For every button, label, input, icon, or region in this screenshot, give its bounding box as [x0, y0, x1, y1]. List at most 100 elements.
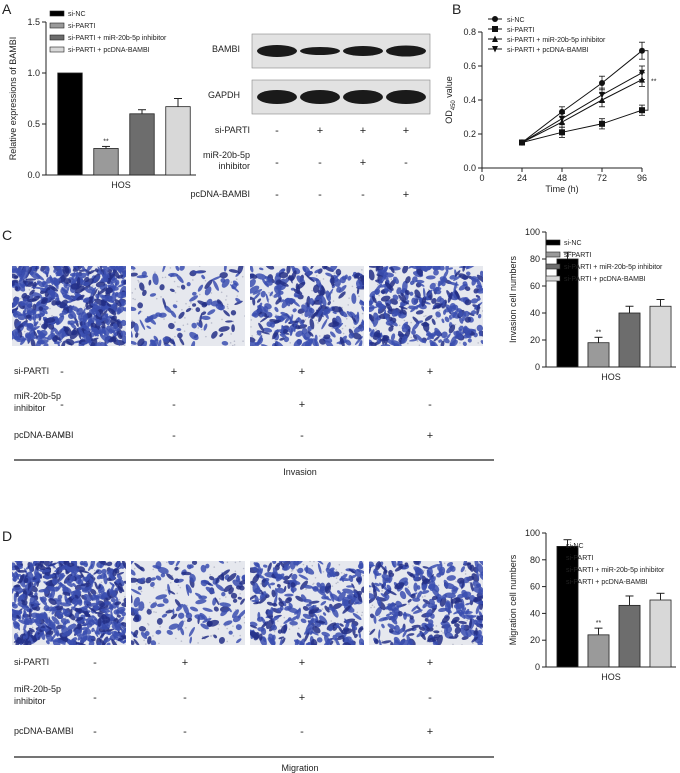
migration-micrograph-2-cell: [316, 582, 322, 588]
migration-micrograph-1-cell: [175, 603, 184, 612]
invasion-micrograph-3-cell: [448, 267, 454, 270]
invasion-micrograph-0-cell: [16, 282, 26, 292]
migration-micrograph-0-cell: [84, 628, 92, 635]
invasion-micrograph-2-cell: [259, 315, 270, 323]
migration-micrograph-2-cell: [328, 625, 334, 632]
invasion-micrograph-1-pore: [176, 300, 178, 303]
invasion-micrograph-2-pore: [348, 297, 350, 299]
invasion-micrograph-0-cell: [82, 297, 90, 303]
invasion-micrograph-2-pore: [361, 312, 364, 315]
migration-micrograph-2-cell: [294, 638, 299, 645]
invasion-micrograph-1-cell: [157, 339, 162, 346]
invasion-micrograph-3-cell: [390, 266, 395, 274]
invasion-micrograph-3-pore: [403, 319, 406, 322]
migration-micrograph-2-cell: [271, 602, 278, 607]
invasion-micrograph-3-cell: [401, 309, 407, 315]
invasion-micrograph-3-cell: [401, 327, 408, 333]
invasion-micrograph-0-cell: [117, 274, 124, 279]
chart-b-point-3-1: [559, 115, 565, 123]
invasion-micrograph-0-cell: [61, 309, 68, 315]
invasion-micrograph-1-pore: [164, 276, 167, 279]
migration-micrograph-1-cell: [213, 634, 217, 639]
invasion-micrograph-3-pore: [423, 315, 425, 318]
migration-micrograph-2-cell: [297, 567, 304, 574]
migration-micrograph-3-pore: [464, 570, 467, 572]
blot-sign-1-2: +: [360, 157, 366, 169]
migration-micrograph-1-pore: [224, 596, 227, 598]
chart-c-legend-label-0: si-NC: [564, 240, 582, 247]
migration-micrograph-2-cell: [353, 590, 359, 598]
invasion-micrograph-1-cell: [235, 297, 241, 303]
invasion-micrograph-2-cell: [250, 273, 258, 279]
migration-micrograph-0-cell: [55, 611, 61, 617]
migration-micrograph-2-cell: [267, 609, 273, 615]
migration-micrograph-3-cell: [391, 561, 397, 568]
invasion-micrograph-2-cell: [335, 268, 342, 276]
migration-micrograph-3-cell: [394, 582, 405, 590]
chart-d-x-axis-label: HOS: [601, 672, 621, 682]
migration-micrograph-2-cell: [276, 583, 281, 588]
invasion-micrograph-0-cell: [115, 266, 121, 269]
blot-sign-2-2: -: [361, 189, 365, 201]
migration-micrograph-0-cell: [31, 612, 39, 619]
invasion-micrograph-2-cell: [256, 298, 262, 303]
migration-micrograph-2-pore: [331, 585, 334, 587]
invasion-micrograph-0-cell: [114, 299, 122, 308]
invasion-micrograph-2-cell: [281, 297, 290, 309]
migration-micrograph-0-cell: [76, 629, 82, 637]
migration-micrograph-3-cell: [444, 592, 456, 599]
migration-micrograph-0-cell: [110, 621, 118, 626]
migration-micrograph-3-cell: [387, 589, 397, 596]
invasion-micrograph-0-cell: [110, 266, 116, 270]
invasion-micrograph-3-cell: [476, 303, 480, 316]
migration-micrograph-1-cell: [213, 606, 219, 612]
migration-micrograph-0-cell: [116, 614, 121, 618]
migration-micrograph-0-cell: [57, 594, 63, 600]
migration-micrograph-3-cell: [378, 629, 381, 640]
invasion-micrograph-1-cell: [219, 333, 224, 337]
invasion-micrograph-3-pore: [462, 334, 465, 336]
invasion-micrograph-2-cell: [260, 344, 269, 346]
blot-sign-1-3: -: [404, 157, 408, 169]
migration-micrograph-1-cell: [228, 607, 232, 613]
invasion-micrograph-2-cell: [338, 291, 346, 299]
migration-micrograph-3-cell: [455, 597, 462, 603]
migration-micrograph-2-cell: [321, 631, 330, 637]
invasion-micrograph-2-cell: [269, 321, 275, 328]
invasion-micrograph-3-cell: [480, 340, 483, 345]
migration-micrograph-1-cell: [160, 572, 166, 578]
invasion-micrograph-0-cell: [114, 327, 120, 332]
invasion-micrograph-3-cell: [431, 298, 437, 304]
invasion-micrograph-0-cell: [56, 315, 65, 326]
migration-micrograph-3-cell: [438, 607, 447, 613]
migration-micrograph-1-cell: [181, 571, 192, 576]
invasion-micrograph-0-cell: [62, 294, 72, 300]
migration-micrograph-2-cell: [295, 595, 304, 602]
invasion-micrograph-1-pore: [181, 308, 183, 311]
migration-micrograph-0-cell: [59, 572, 65, 578]
invasion-micrograph-0-cell: [123, 279, 126, 285]
migration-micrograph-1-cell: [131, 561, 135, 566]
invasion-micrograph-2-cell: [327, 300, 331, 306]
migration-micrograph-3-pore: [468, 581, 470, 584]
migration-micrograph-0-pore: [60, 623, 62, 625]
chart-c-legend-swatch-1: [545, 251, 561, 258]
invasion-micrograph-3-pore: [438, 309, 441, 312]
invasion-micrograph-3-cell: [467, 338, 472, 343]
migration-micrograph-2-cell: [315, 620, 326, 624]
migration-micrograph-1-cell: [228, 630, 233, 635]
invasion-micrograph-3-cell: [369, 327, 372, 332]
chart-b-y-tick-label: 0.8: [463, 27, 476, 37]
invasion-micrograph-3-cell: [458, 283, 468, 291]
migration-micrograph-3-pore: [435, 625, 438, 627]
migration-micrograph-1-cell: [177, 620, 184, 631]
migration-micrograph-3-cell: [416, 590, 423, 599]
invasion-micrograph-1-cell: [186, 282, 191, 287]
invasion-micrograph-2-cell: [259, 313, 265, 318]
migration-micrograph-2-cell: [303, 584, 313, 589]
invasion-micrograph-3-cell: [470, 276, 480, 282]
invasion-micrograph-0-pore: [123, 344, 126, 346]
invasion-micrograph-3-cell: [415, 310, 424, 315]
invasion-micrograph-3-pore: [375, 328, 377, 331]
invasion-micrograph-3-pore: [437, 339, 439, 341]
